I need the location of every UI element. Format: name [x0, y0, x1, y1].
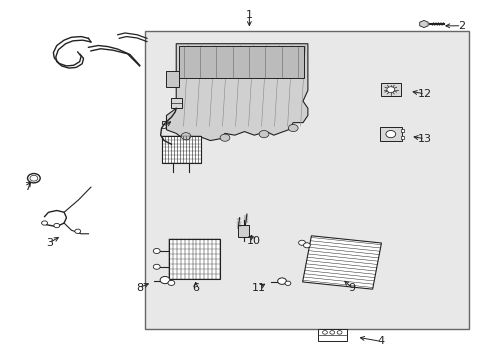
Circle shape — [322, 330, 327, 334]
Polygon shape — [166, 44, 307, 140]
Text: 8: 8 — [136, 283, 143, 293]
Text: 4: 4 — [377, 336, 384, 346]
Bar — [380, 83, 400, 96]
Circle shape — [75, 229, 81, 233]
Circle shape — [303, 243, 310, 248]
Circle shape — [153, 248, 160, 253]
Circle shape — [181, 133, 190, 140]
Circle shape — [385, 131, 395, 138]
Bar — [379, 127, 401, 140]
Circle shape — [41, 221, 47, 225]
Circle shape — [54, 224, 60, 228]
Text: 10: 10 — [247, 236, 261, 246]
Circle shape — [27, 174, 40, 183]
Circle shape — [386, 87, 394, 93]
Text: 11: 11 — [252, 283, 265, 293]
Circle shape — [220, 134, 229, 141]
Circle shape — [30, 175, 38, 181]
Text: 1: 1 — [245, 10, 252, 20]
Text: 7: 7 — [24, 182, 31, 192]
Text: 12: 12 — [417, 89, 431, 99]
Text: 6: 6 — [192, 283, 199, 293]
Circle shape — [277, 278, 286, 284]
Bar — [166, 71, 178, 87]
Circle shape — [288, 125, 298, 132]
Circle shape — [285, 281, 290, 285]
Text: 5: 5 — [160, 121, 167, 131]
Text: 2: 2 — [457, 21, 464, 31]
Bar — [400, 136, 404, 139]
Circle shape — [336, 330, 341, 334]
Text: 3: 3 — [46, 238, 53, 248]
Circle shape — [298, 240, 305, 245]
Polygon shape — [419, 21, 427, 28]
Bar — [144, 31, 468, 329]
Text: 9: 9 — [347, 283, 355, 293]
Bar — [171, 98, 182, 108]
Bar — [237, 225, 249, 237]
Bar — [161, 136, 200, 163]
Polygon shape — [302, 236, 381, 289]
Circle shape — [153, 264, 160, 269]
Circle shape — [167, 280, 174, 285]
Bar — [168, 239, 220, 279]
Circle shape — [329, 330, 334, 334]
Text: 13: 13 — [417, 134, 431, 144]
Bar — [317, 329, 346, 341]
Circle shape — [259, 131, 268, 138]
Bar — [178, 45, 304, 78]
Circle shape — [160, 276, 169, 284]
Bar — [400, 129, 404, 132]
